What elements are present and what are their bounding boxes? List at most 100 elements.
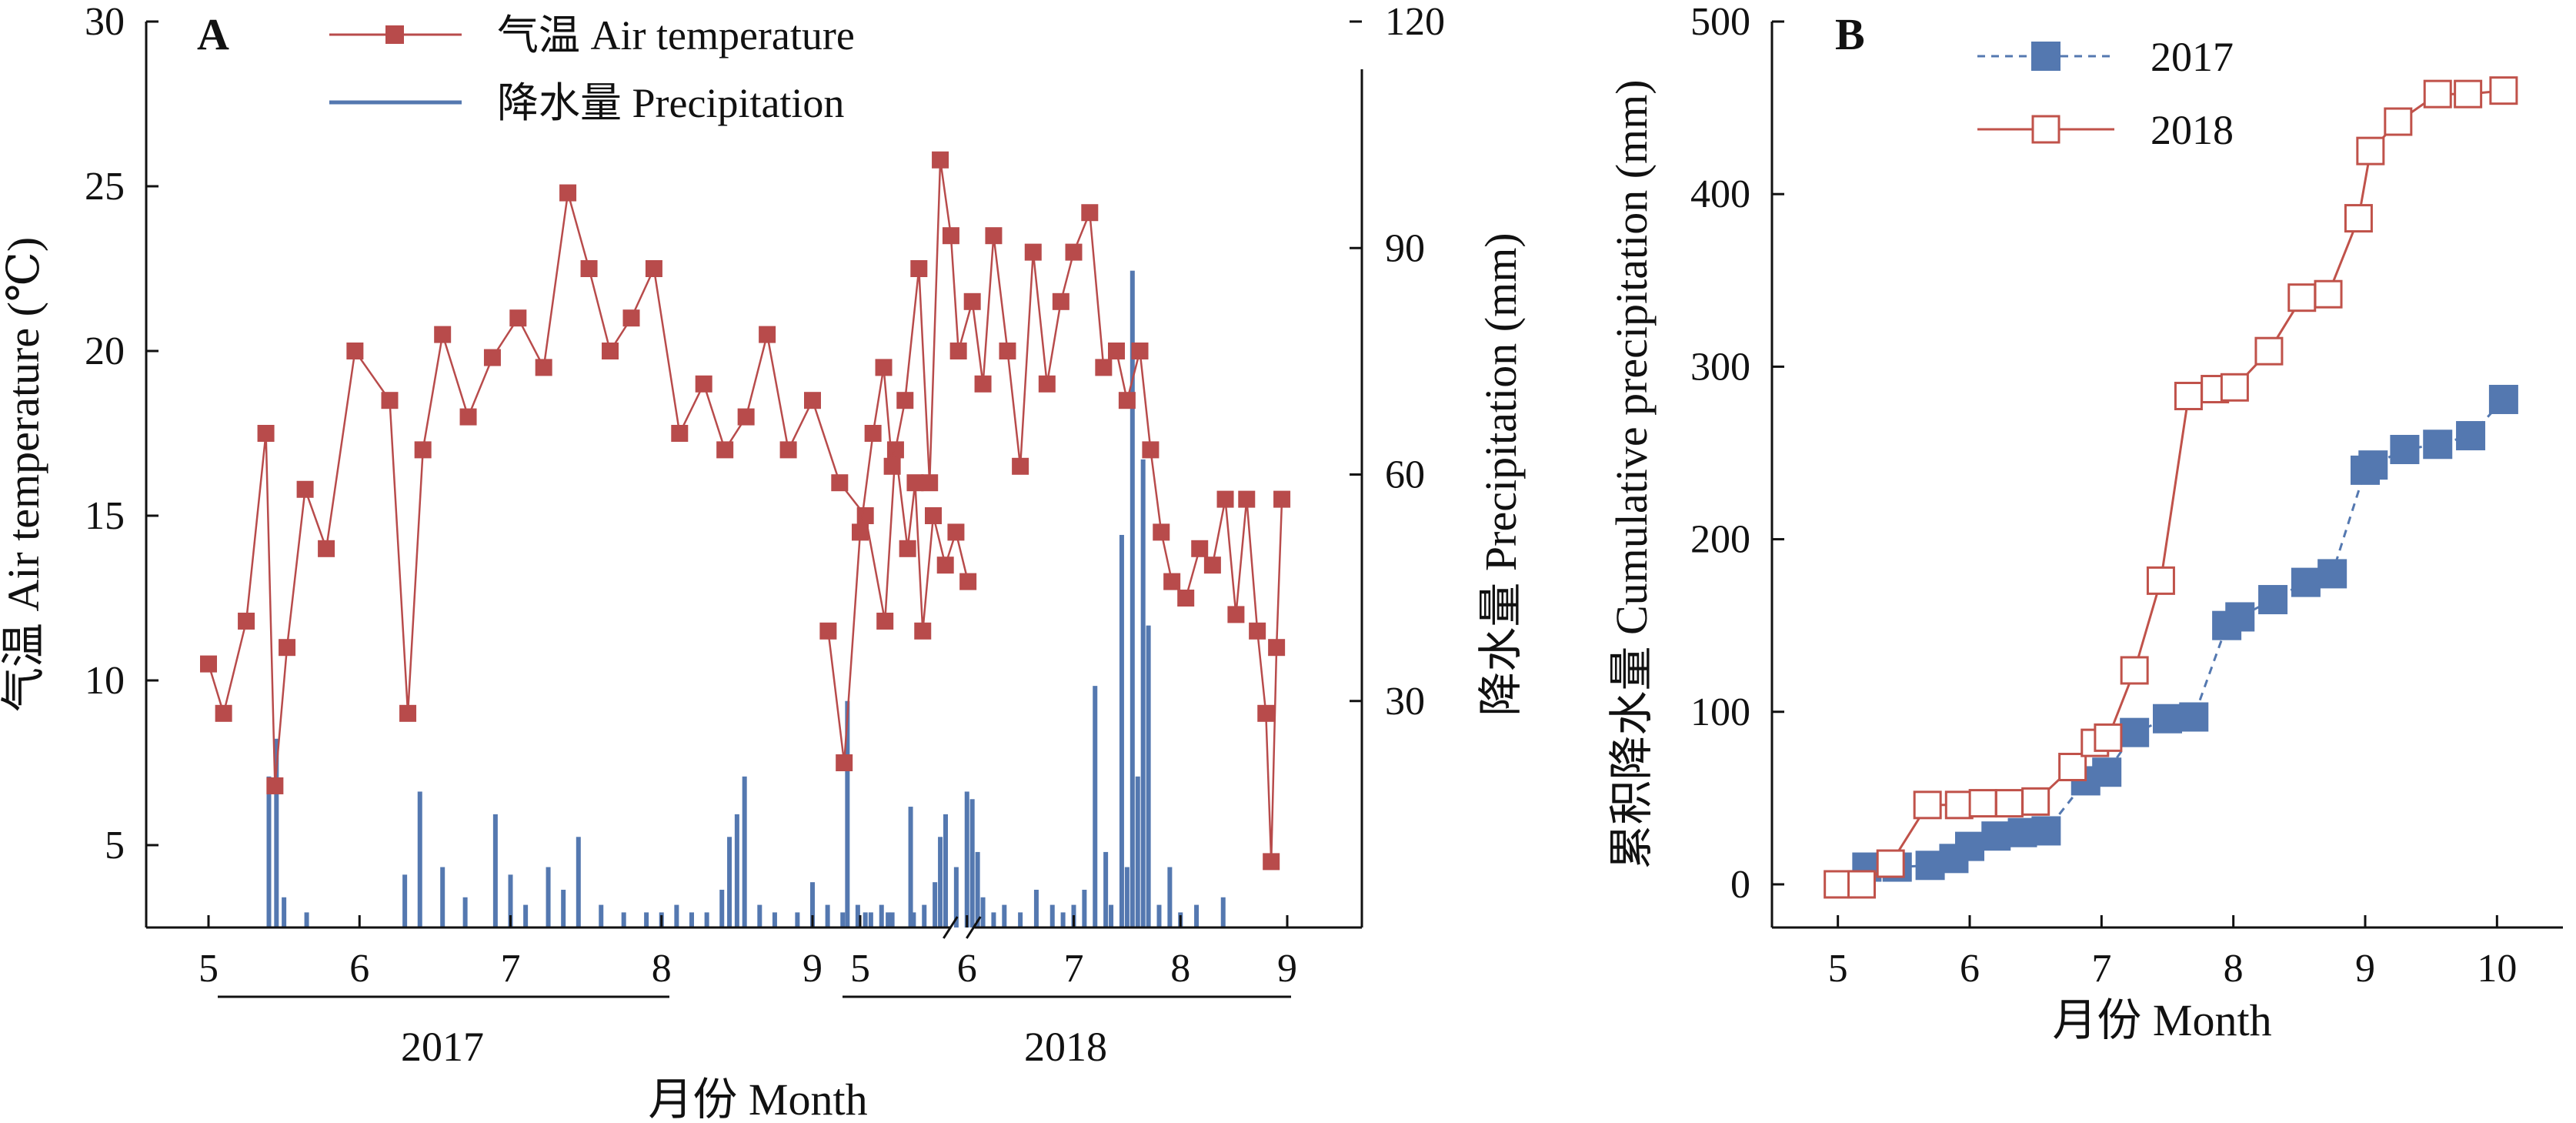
temperature-marker [819, 622, 837, 640]
series-2018-marker [2021, 787, 2050, 816]
precip-bar [889, 912, 895, 927]
b-x-tick-label: 9 [2355, 947, 2375, 991]
temperature-marker [836, 754, 853, 771]
left-tick-label: 30 [85, 0, 125, 44]
series-2018-marker [2120, 656, 2149, 685]
precip-bar [795, 912, 800, 927]
left-tick-label: 25 [85, 165, 125, 209]
series-2018-marker [2058, 753, 2087, 782]
temperature-marker [737, 408, 755, 426]
precip-bar [1194, 904, 1200, 927]
series-2018-marker [2489, 76, 2518, 105]
x-tick-label: 5 [199, 947, 219, 991]
precip-bar [980, 897, 986, 927]
b-y-tick-label: 100 [1690, 690, 1750, 734]
temperature-marker [580, 260, 598, 277]
precip-bar [879, 904, 884, 927]
temperature-marker [1153, 523, 1170, 541]
b-y-tick-label: 0 [1730, 863, 1750, 907]
legend-precip-label: 降水量 Precipitation [497, 80, 844, 126]
temperature-marker [399, 704, 417, 722]
series-2017-marker [1955, 831, 1984, 861]
b-x-tick-label: 5 [1828, 947, 1848, 991]
temperature-marker [1177, 590, 1195, 607]
temperature-marker [985, 227, 1003, 245]
legend-temperature-marker [385, 25, 404, 44]
axis-break-mark [943, 916, 959, 939]
temperature-marker [318, 540, 335, 557]
temperature-marker [296, 480, 314, 498]
temperature-marker [1108, 343, 1125, 359]
precip-bar [825, 904, 830, 927]
temperature-marker [434, 326, 452, 343]
series-2018-marker [1944, 790, 1974, 820]
temperature-marker [381, 392, 399, 409]
temperature-line [827, 159, 1283, 862]
temperature-marker [906, 474, 924, 492]
precip-bar [991, 912, 996, 927]
temperature-marker [963, 292, 981, 310]
legend-2018-marker [2031, 115, 2060, 144]
precip-bar [1018, 912, 1023, 927]
temperature-marker [921, 474, 939, 492]
left-tick-label: 20 [85, 329, 125, 373]
series-2017-marker [2258, 585, 2288, 615]
legend-2017-marker [2031, 42, 2060, 71]
temperature-marker [1131, 343, 1149, 359]
precip-bar [855, 904, 860, 927]
temperature-marker [1216, 490, 1234, 508]
precip-bar [845, 700, 850, 927]
precip-bar [621, 912, 626, 927]
precip-bar [810, 882, 815, 927]
precip-bar [1146, 625, 1151, 927]
precip-bar [886, 912, 891, 927]
temperature-marker [932, 151, 949, 169]
precip-bar [734, 814, 739, 927]
series-2018-marker [1876, 849, 1905, 878]
series-2018-marker [2094, 723, 2123, 752]
right-tick-label: 30 [1385, 680, 1425, 724]
temperature-marker [1191, 540, 1209, 557]
x-axis-title: 月份 Month [648, 1075, 867, 1123]
precip-bar [933, 882, 938, 927]
left-tick-label: 15 [85, 494, 125, 538]
series-2017-marker [2423, 429, 2453, 460]
precip-bar [704, 912, 709, 927]
precip-bar [274, 738, 279, 927]
precip-bar [922, 904, 927, 927]
series-2018-marker [2423, 79, 2452, 109]
series-2017-marker [2456, 421, 2486, 451]
precip-bar [402, 874, 408, 927]
temperature-marker [716, 441, 734, 459]
precip-bar [1002, 904, 1007, 927]
b-y-tick-label: 400 [1690, 172, 1750, 216]
precip-bar [1140, 459, 1146, 927]
temperature-marker [238, 612, 255, 630]
series-2018-marker [2174, 381, 2203, 410]
temperature-marker [942, 227, 959, 245]
left-axis-title: 气温 Air temperature (℃) [0, 237, 48, 712]
right-axis-title: 降水量 Precipitation (mm) [1476, 232, 1526, 716]
x-tick-label: 7 [1064, 947, 1084, 991]
series-2018-marker [1968, 789, 1997, 818]
temperature-marker [875, 359, 893, 376]
precip-bar [1119, 534, 1124, 927]
precip-bar [1049, 904, 1055, 927]
temperature-marker [831, 474, 849, 492]
precip-bar [742, 776, 747, 927]
precip-bar [719, 889, 725, 927]
temperature-marker [215, 704, 232, 722]
series-2017-marker [2225, 602, 2255, 632]
temperature-marker [856, 507, 874, 524]
precip-bar [908, 807, 913, 927]
precip-bar [1167, 867, 1173, 927]
right-tick-label: 60 [1385, 453, 1425, 497]
precip-bar [266, 776, 272, 927]
b-y-axis-title: 累积降水量 Cumulative precipitation (mm) [1607, 79, 1657, 869]
year-label: 2017 [401, 1024, 484, 1070]
b-x-tick-label: 10 [2477, 947, 2517, 991]
precip-bar [1124, 867, 1130, 927]
temperature-marker [1257, 704, 1275, 722]
